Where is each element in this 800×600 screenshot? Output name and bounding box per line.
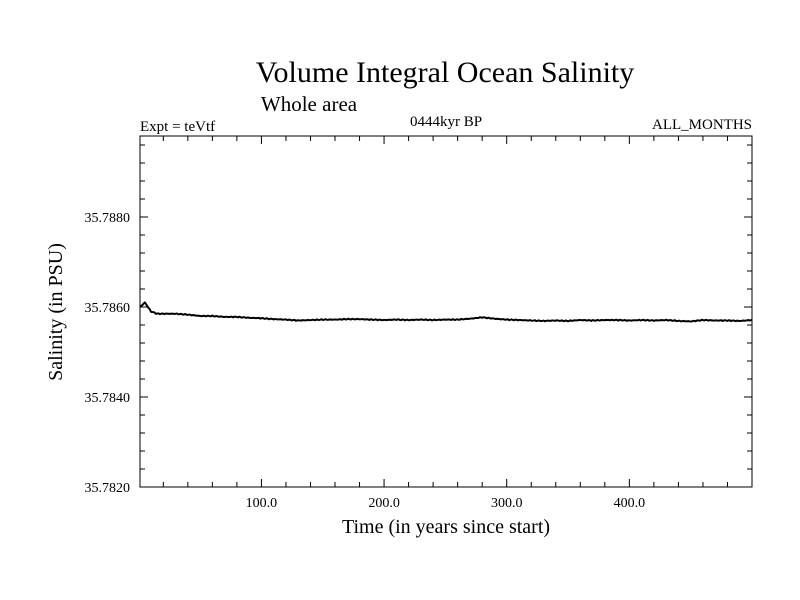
y-tick-label: 35.7880: [85, 211, 131, 226]
y-tick-label: 35.7820: [85, 481, 131, 496]
y-tick-label: 35.7860: [85, 301, 131, 316]
y-tick-label: 35.7840: [85, 391, 131, 406]
period-label: 0444kyr BP: [410, 114, 482, 130]
x-tick-label: 300.0: [491, 496, 523, 511]
x-tick-label: 100.0: [246, 496, 278, 511]
chart-subtitle: Whole area: [261, 92, 358, 116]
plot-frame: [139, 135, 753, 488]
expt-label: Expt = teVtf: [140, 119, 215, 135]
x-axis-label: Time (in years since start): [342, 516, 550, 538]
x-tick-label: 200.0: [368, 496, 400, 511]
y-axis: 35.7820 35.7840 35.7860 35.7880: [85, 144, 752, 496]
months-label: ALL_MONTHS: [652, 117, 752, 133]
series-line: [139, 301, 753, 323]
x-tick-label: 400.0: [614, 496, 646, 511]
x-axis: 100.0 200.0 300.0 400.0: [162, 136, 728, 511]
y-axis-label: Salinity (in PSU): [45, 243, 67, 381]
chart-title: Volume Integral Ocean Salinity: [256, 56, 635, 89]
